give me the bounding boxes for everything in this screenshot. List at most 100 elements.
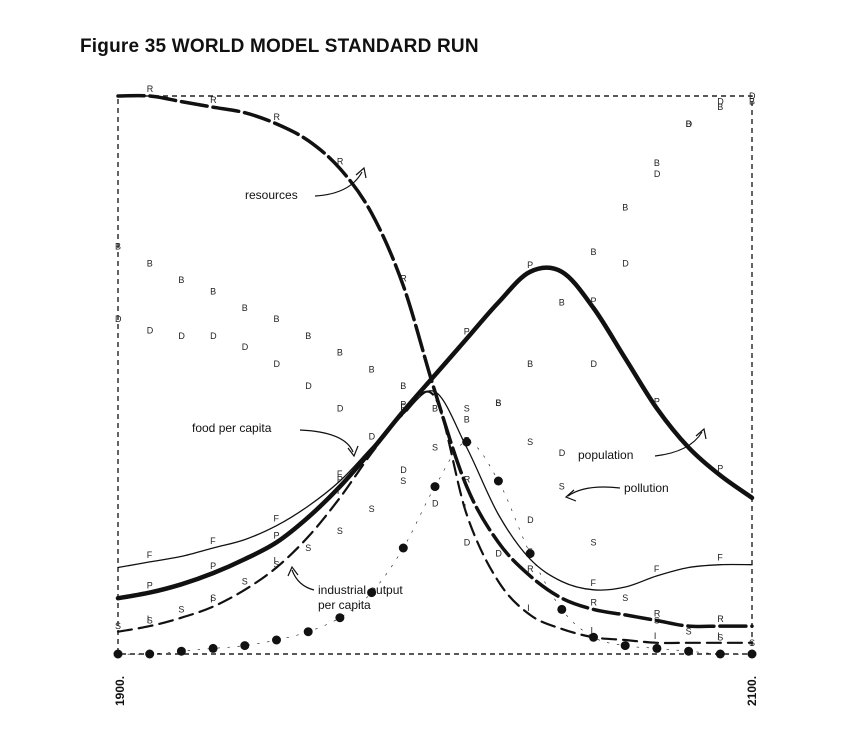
marker-industrial-output-per-capita: I — [337, 486, 340, 496]
marker-d: D — [147, 325, 154, 335]
point-pollution — [462, 437, 472, 447]
marker-d: D — [305, 381, 312, 391]
series-layer: RRRRRRRRRRPPPPPPPPPPFFFFFFFFFFIIIIIIIIII — [113, 84, 757, 659]
marker-s: S — [115, 621, 121, 631]
marker-d: D — [527, 515, 534, 525]
marker-s: S — [305, 543, 311, 553]
marker-s: S — [274, 560, 280, 570]
marker-b: B — [495, 398, 501, 408]
marker-population: P — [464, 327, 470, 337]
arrowhead-resources — [355, 166, 367, 179]
marker-b: B — [337, 348, 343, 358]
marker-food-per-capita: F — [210, 536, 216, 546]
label-industrial-output: industrial output — [318, 583, 403, 597]
marker-population: P — [274, 530, 280, 540]
marker-b: B — [622, 203, 628, 213]
arrowhead-population — [695, 427, 707, 440]
line-food-per-capita — [117, 390, 753, 591]
line-industrial-output-per-capita — [116, 390, 754, 645]
marker-s: S — [464, 404, 470, 414]
marker-b: B — [527, 359, 533, 369]
point-pollution — [525, 549, 535, 559]
marker-s: S — [400, 476, 406, 486]
marker-series-d: D D D D D D D D D D D D D D D D D D D D D — [115, 91, 756, 559]
marker-d: D — [749, 91, 756, 101]
point-pollution — [652, 643, 662, 653]
marker-s: S — [242, 577, 248, 587]
point-pollution — [493, 476, 503, 486]
arrow-resources — [314, 171, 363, 197]
marker-industrial-output-per-capita: I — [210, 595, 213, 605]
point-pollution — [589, 632, 598, 642]
marker-d: D — [591, 359, 598, 369]
marker-food-per-capita: F — [717, 553, 723, 563]
marker-population: P — [527, 260, 533, 270]
arrowhead-industrial-output — [287, 565, 299, 577]
marker-d: D — [495, 549, 502, 559]
arrowhead-food-per-capita — [347, 445, 359, 458]
marker-food-per-capita: F — [147, 550, 153, 560]
marker-s: S — [178, 604, 184, 614]
marker-s: S — [622, 593, 628, 603]
marker-b: B — [559, 298, 565, 308]
marker-s: S — [432, 443, 438, 453]
marker-series-b: B B B B B B B B B B B B B B B B B B B B B — [115, 97, 755, 425]
marker-resources: R — [527, 564, 534, 574]
marker-d: D — [178, 331, 185, 341]
marker-food-per-capita: F — [337, 469, 343, 479]
marker-d: D — [400, 465, 407, 475]
marker-d: D — [369, 431, 376, 441]
marker-food-per-capita: F — [400, 402, 406, 412]
marker-b: B — [305, 331, 311, 341]
marker-b: B — [115, 242, 121, 252]
marker-s: S — [369, 504, 375, 514]
marker-s: S — [337, 526, 343, 536]
marker-food-per-capita: F — [591, 578, 597, 588]
marker-d: D — [242, 342, 249, 352]
marker-d: D — [717, 97, 724, 107]
marker-resources: R — [654, 609, 661, 619]
label-per-capita: per capita — [318, 598, 371, 612]
marker-b: B — [242, 303, 248, 313]
marker-resources: R — [591, 597, 598, 607]
point-pollution — [272, 635, 281, 645]
point-pollution — [303, 627, 313, 637]
label-population: population — [578, 448, 633, 462]
marker-resources: R — [147, 84, 154, 94]
marker-s: S — [210, 593, 216, 603]
marker-b: B — [274, 314, 280, 324]
series-population: P P P P P P P P P P — [115, 260, 755, 601]
marker-b: B — [178, 275, 184, 285]
marker-d: D — [559, 448, 566, 458]
point-pollution — [113, 649, 123, 659]
x-tick-1900: 1900. — [113, 676, 127, 706]
marker-population: P — [337, 475, 343, 485]
marker-population: P — [400, 399, 406, 409]
marker-b: B — [686, 119, 692, 129]
marker-d: D — [686, 119, 693, 129]
marker-industrial-output-per-capita: I — [400, 402, 403, 412]
marker-s: S — [717, 632, 723, 642]
x-tick-2100: 2100. — [745, 676, 759, 706]
point-pollution — [335, 613, 345, 623]
marker-b: B — [717, 102, 723, 112]
marker-s: S — [686, 627, 692, 637]
point-pollution — [145, 649, 155, 659]
marker-b: B — [749, 97, 755, 107]
arrow-pollution — [567, 486, 621, 497]
point-pollution — [430, 482, 440, 492]
marker-b: B — [464, 415, 470, 425]
marker-industrial-output-per-capita: I — [591, 625, 594, 635]
annotation-layer: resources food per capita population pol… — [192, 166, 707, 612]
point-pollution — [398, 543, 408, 553]
point-pollution — [715, 649, 725, 659]
marker-d: D — [274, 359, 281, 369]
label-food-per-capita: food per capita — [192, 421, 272, 435]
point-pollution — [557, 604, 567, 614]
arrow-food-per-capita — [299, 429, 354, 453]
marker-population: P — [210, 561, 216, 571]
arrow-industrial-output — [291, 569, 315, 591]
marker-d: D — [654, 169, 661, 179]
